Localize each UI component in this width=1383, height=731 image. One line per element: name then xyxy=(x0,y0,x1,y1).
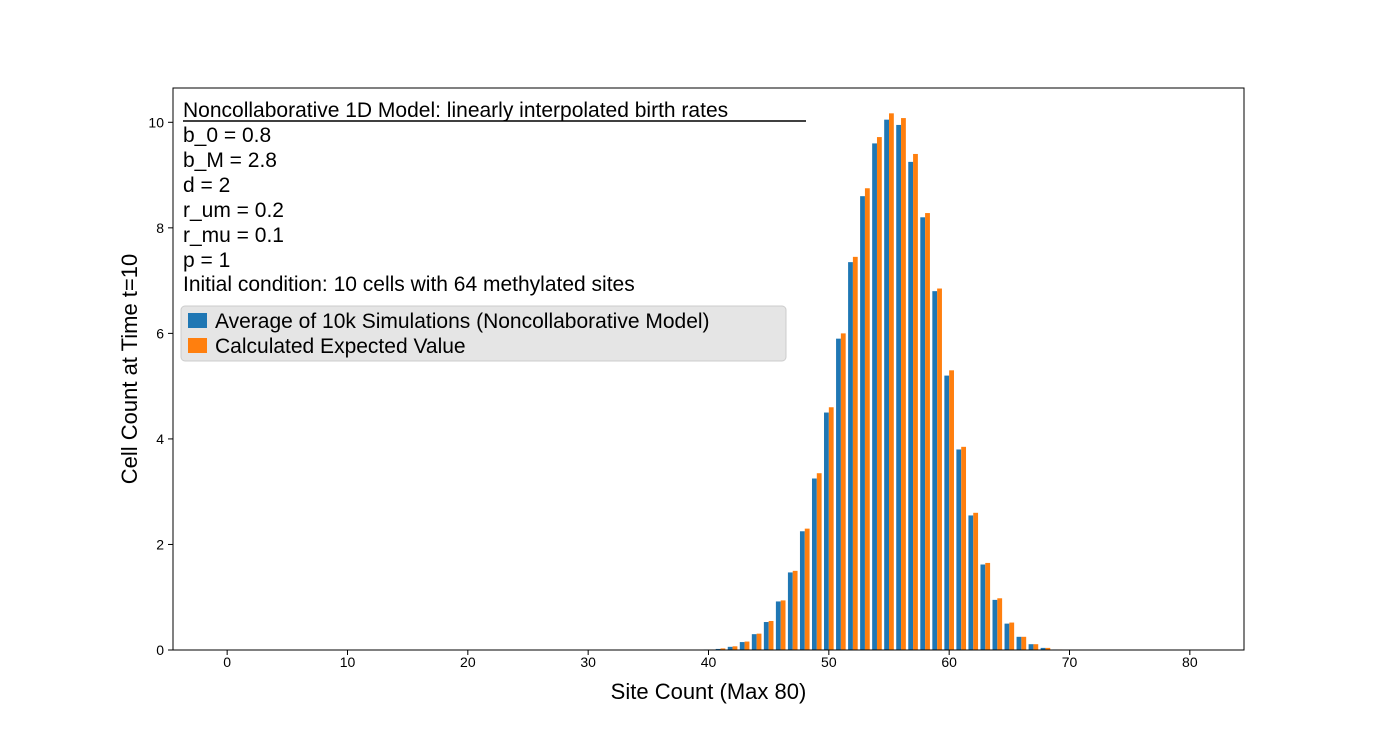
x-tick-label: 40 xyxy=(701,654,717,670)
bar-simulation xyxy=(799,531,805,650)
bar-expected xyxy=(876,137,882,650)
bar-simulation xyxy=(872,143,877,650)
bar-simulation xyxy=(932,291,938,650)
legend-label-simulations: Average of 10k Simulations (Noncollabora… xyxy=(215,310,710,333)
x-tick-label: 50 xyxy=(821,654,837,670)
bar-simulation xyxy=(811,478,817,650)
y-tick-label: 2 xyxy=(156,536,164,552)
bar-simulation xyxy=(751,634,757,650)
bar-simulation xyxy=(956,449,962,650)
bar-simulation xyxy=(1040,647,1046,650)
bar-expected xyxy=(768,620,774,650)
y-tick-label: 10 xyxy=(148,114,164,130)
bar-simulation xyxy=(980,564,986,650)
bar-expected xyxy=(804,528,810,650)
bar-expected xyxy=(720,648,726,650)
plot-frame xyxy=(172,87,1245,651)
bar-simulation xyxy=(860,196,865,650)
bar-expected xyxy=(985,562,991,650)
y-axis-label: Cell Count at Time t=10 xyxy=(117,254,142,485)
bar-expected xyxy=(913,153,918,650)
bar-simulation xyxy=(944,375,950,650)
bar-expected xyxy=(925,213,930,650)
y-tick-label: 4 xyxy=(156,431,164,447)
x-axis-label: Site Count (Max 80) xyxy=(611,679,807,704)
legend-swatch-simulations xyxy=(188,313,207,328)
bar-simulation xyxy=(992,599,998,650)
legend-swatch-expected xyxy=(188,338,207,353)
annotation-line: Initial condition: 10 cells with 64 meth… xyxy=(183,273,635,296)
bar-simulation xyxy=(908,161,914,650)
annotation-line: d = 2 xyxy=(183,174,230,197)
bar-expected xyxy=(937,288,942,650)
annotation-line: b_M = 2.8 xyxy=(183,149,277,172)
bar-expected xyxy=(889,113,894,650)
bar-simulation xyxy=(848,262,853,650)
y-ticks: 0 2 4 6 8 10 xyxy=(148,114,173,658)
legend-box xyxy=(180,305,787,362)
x-tick-label: 10 xyxy=(340,654,356,670)
legend-label-expected: Calculated Expected Value xyxy=(215,335,466,358)
x-tick-label: 60 xyxy=(941,654,957,670)
annotation-box: Noncollaborative 1D Model: linearly inte… xyxy=(183,99,806,296)
bar-expected xyxy=(744,641,750,650)
x-tick-label: 80 xyxy=(1182,654,1198,670)
bar-simulation xyxy=(896,124,902,650)
bar-simulation xyxy=(968,515,974,650)
bar-simulation xyxy=(727,646,733,650)
bar-expected xyxy=(816,473,822,650)
bar-expected xyxy=(864,188,870,650)
legend: Average of 10k Simulations (Noncollabora… xyxy=(180,305,787,362)
y-tick-label: 0 xyxy=(156,642,164,658)
bar-simulation xyxy=(920,217,926,651)
bar-expected xyxy=(997,598,1003,650)
annotation-line: b_0 = 0.8 xyxy=(183,124,271,147)
y-tick-label: 8 xyxy=(156,220,164,236)
bar-simulation xyxy=(775,601,781,650)
annotation-title: Noncollaborative 1D Model: linearly inte… xyxy=(183,99,728,122)
bar-simulation xyxy=(884,119,889,650)
bar-simulation xyxy=(836,338,841,650)
bar-expected xyxy=(828,407,834,650)
bar-simulation xyxy=(715,648,721,650)
bar-expected xyxy=(780,600,786,650)
annotation-line: p = 1 xyxy=(183,249,230,272)
bar-expected xyxy=(1021,636,1027,650)
bar-expected xyxy=(1009,622,1015,650)
bar-simulation xyxy=(1004,623,1010,650)
x-tick-label: 70 xyxy=(1062,654,1078,670)
x-tick-label: 20 xyxy=(460,654,476,670)
bar-simulation xyxy=(763,622,769,650)
x-ticks: 0 10 20 30 40 50 60 70 80 xyxy=(223,650,1198,670)
bar-simulation xyxy=(787,572,793,650)
bar-simulation xyxy=(824,412,829,650)
bar-expected xyxy=(1033,644,1039,650)
bar-expected xyxy=(1045,647,1051,650)
annotation-line: r_mu = 0.1 xyxy=(183,224,284,247)
bar-expected xyxy=(901,118,906,650)
bar-expected xyxy=(949,370,954,650)
annotation-line: r_um = 0.2 xyxy=(183,199,284,222)
bar-expected xyxy=(973,512,979,650)
bar-expected xyxy=(961,446,967,650)
bar-simulation xyxy=(1028,644,1034,650)
bars-group xyxy=(703,113,1063,651)
bar-simulation xyxy=(1016,636,1022,650)
bar-expected xyxy=(840,333,846,650)
bar-expected xyxy=(756,633,762,650)
x-tick-label: 0 xyxy=(223,654,231,670)
x-tick-label: 30 xyxy=(580,654,596,670)
bar-simulation xyxy=(739,642,745,650)
y-tick-label: 6 xyxy=(156,325,164,341)
bar-expected xyxy=(792,570,798,650)
bar-expected xyxy=(852,256,858,650)
bar-expected xyxy=(732,646,738,650)
